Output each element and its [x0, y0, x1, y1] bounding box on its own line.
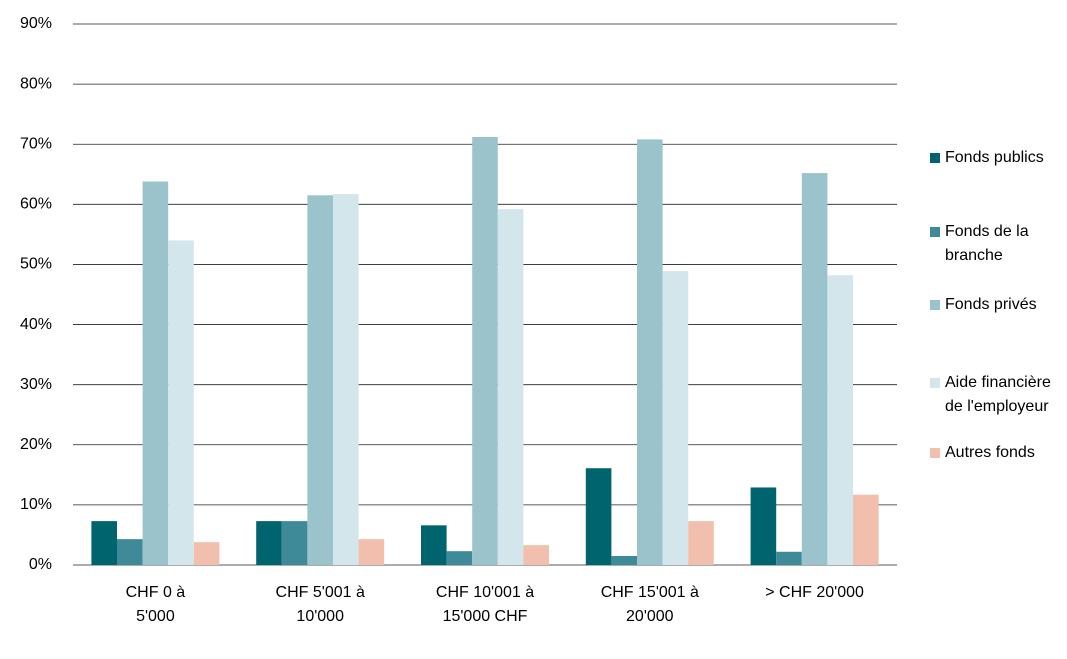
bar — [472, 137, 498, 565]
bar — [776, 551, 802, 565]
legend-label: Fonds publics — [945, 149, 1044, 166]
legend-swatch — [930, 300, 940, 310]
x-tick-label: > CHF 20'000 — [765, 584, 864, 601]
bar — [801, 173, 828, 565]
legend-swatch — [930, 378, 940, 388]
bar — [358, 539, 385, 565]
bar — [523, 545, 549, 565]
y-tick-label: 30% — [20, 376, 52, 393]
y-tick-label: 80% — [20, 75, 52, 92]
y-tick-label: 60% — [20, 196, 52, 213]
bar — [421, 525, 447, 565]
bar — [662, 271, 689, 565]
bar — [193, 542, 220, 565]
bar — [827, 275, 853, 565]
legend-label: Aide financière de l'employeur — [945, 374, 1051, 415]
bar — [585, 468, 612, 565]
legend-label: Autres fonds — [945, 444, 1035, 461]
legend-swatch — [930, 153, 940, 163]
x-tick-label: CHF 0 à 5'000 — [126, 584, 186, 625]
y-tick-label: 50% — [20, 256, 52, 273]
bar — [256, 521, 282, 565]
legend-item: Autres fonds — [930, 444, 1035, 461]
x-tick-label: CHF 5'001 à 10'000 — [276, 584, 365, 625]
bar — [91, 521, 117, 565]
y-tick-label: 10% — [20, 496, 52, 513]
bar — [750, 487, 777, 565]
y-tick-label: 0% — [29, 556, 52, 573]
legend-item: Fonds publics — [930, 149, 1044, 166]
bar — [637, 139, 663, 565]
y-tick-label: 90% — [20, 15, 52, 32]
y-tick-label: 20% — [20, 436, 52, 453]
x-tick-label: CHF 10'001 à 15'000 CHF — [436, 584, 534, 625]
bar — [611, 555, 637, 565]
legend-label: Fonds privés — [945, 296, 1037, 313]
legend-item: Fonds de la branche — [930, 223, 1029, 264]
legend-label: Fonds de la branche — [945, 223, 1029, 264]
legend-swatch — [930, 227, 940, 237]
bar — [333, 194, 359, 565]
legend-item: Aide financière de l'employeur — [930, 374, 1051, 415]
y-tick-label: 70% — [20, 135, 52, 152]
legend-item: Fonds privés — [930, 296, 1037, 313]
bar — [307, 195, 333, 566]
bar — [853, 494, 879, 565]
bar — [168, 240, 194, 565]
bar — [281, 521, 308, 565]
bar — [688, 521, 714, 565]
legend-swatch — [930, 448, 940, 458]
bar — [117, 539, 143, 565]
y-tick-label: 40% — [20, 316, 52, 333]
x-tick-label: CHF 15'001 à 20'000 — [601, 584, 699, 625]
bar — [142, 181, 169, 566]
bar — [497, 209, 524, 566]
bar — [446, 551, 473, 565]
